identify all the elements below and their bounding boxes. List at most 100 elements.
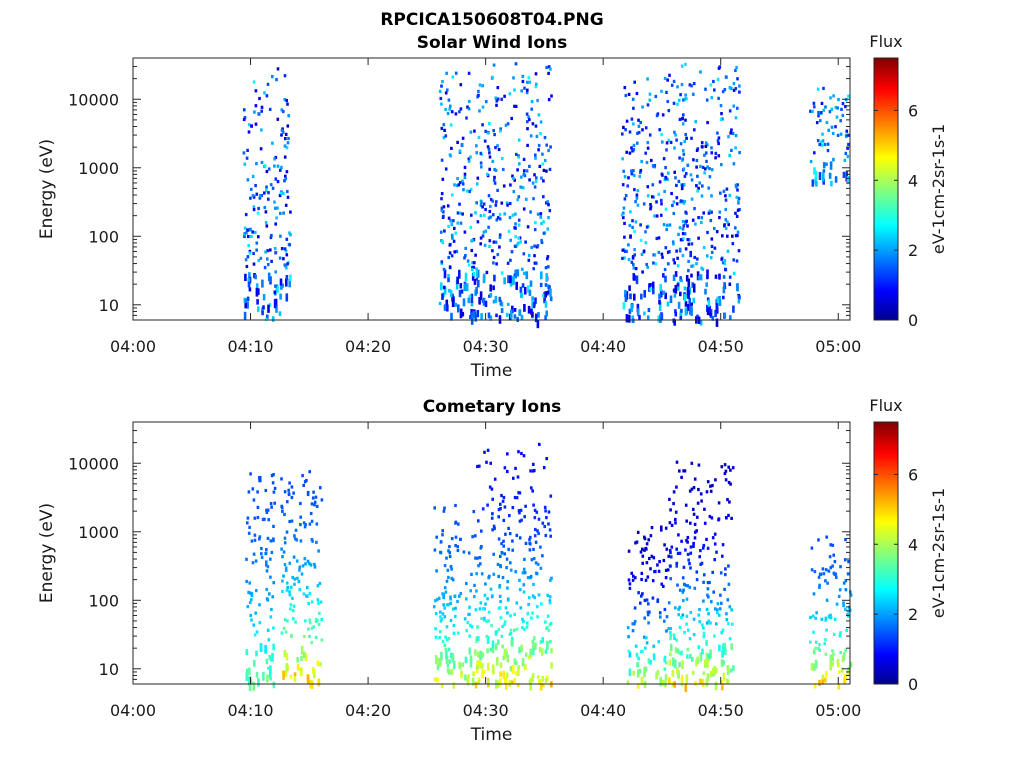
data-cell xyxy=(682,565,686,569)
data-cell xyxy=(527,602,530,607)
data-cell xyxy=(684,210,687,214)
data-cell xyxy=(703,573,706,577)
data-cell xyxy=(660,202,663,206)
data-cell xyxy=(463,283,467,291)
data-cell xyxy=(674,311,678,317)
data-cell xyxy=(474,608,478,612)
data-cell xyxy=(489,293,493,298)
data-cell xyxy=(830,180,833,187)
data-cell xyxy=(505,672,509,678)
data-cell xyxy=(667,601,671,605)
data-cell xyxy=(525,169,529,173)
data-cell xyxy=(539,212,543,216)
data-cell xyxy=(724,478,728,482)
data-cell xyxy=(725,516,728,520)
data-cell xyxy=(829,161,833,170)
data-cell xyxy=(684,307,688,316)
data-cell xyxy=(666,301,670,307)
data-cell xyxy=(829,615,832,619)
data-cell xyxy=(276,206,279,210)
data-cell xyxy=(258,196,262,200)
data-cell xyxy=(550,94,553,98)
data-cell xyxy=(728,109,732,113)
data-cell xyxy=(738,207,741,212)
data-cell xyxy=(444,590,448,594)
data-cell xyxy=(690,487,694,491)
data-cell xyxy=(660,133,663,137)
data-cell xyxy=(663,76,667,81)
data-cell xyxy=(719,571,723,575)
data-cell xyxy=(442,135,446,140)
data-cell xyxy=(527,76,531,80)
data-cell xyxy=(643,669,646,678)
data-cell xyxy=(255,630,259,634)
data-cell xyxy=(488,167,491,171)
data-cell xyxy=(446,204,450,208)
data-cell xyxy=(714,274,718,279)
data-cell xyxy=(491,647,495,654)
data-cell xyxy=(663,543,666,547)
data-cell xyxy=(487,680,490,685)
data-cell xyxy=(481,205,484,209)
data-cell xyxy=(672,79,676,83)
data-cell xyxy=(447,255,450,260)
data-cell xyxy=(251,561,255,565)
data-cell xyxy=(658,128,661,132)
data-cell xyxy=(707,186,710,190)
data-cell xyxy=(451,293,454,302)
data-cell xyxy=(710,210,713,214)
data-cell xyxy=(254,611,257,615)
data-cell xyxy=(285,275,289,280)
data-cell xyxy=(456,276,459,284)
data-cell xyxy=(673,659,677,669)
data-cell xyxy=(645,641,649,645)
data-cell xyxy=(637,591,640,595)
data-cell xyxy=(663,607,667,612)
data-cell xyxy=(537,312,540,318)
data-cell xyxy=(541,637,544,643)
data-cell xyxy=(525,91,529,95)
data-cell xyxy=(303,525,307,529)
data-cell xyxy=(634,200,637,204)
data-cell xyxy=(243,108,246,112)
data-cell xyxy=(719,607,722,611)
data-cell xyxy=(728,193,732,197)
data-cell xyxy=(723,463,727,467)
data-cell xyxy=(512,190,516,194)
data-cell xyxy=(507,229,511,233)
data-cell xyxy=(503,277,506,285)
data-cell xyxy=(474,253,477,257)
data-cell xyxy=(272,524,275,528)
data-cell xyxy=(705,282,708,287)
data-cell xyxy=(645,636,648,640)
data-cell xyxy=(545,143,548,147)
data-cell xyxy=(292,555,296,559)
data-cell xyxy=(489,204,492,209)
data-cell xyxy=(704,141,708,145)
data-cell xyxy=(440,651,443,661)
data-cell xyxy=(632,318,635,323)
data-cell xyxy=(479,655,482,661)
data-cell xyxy=(642,249,646,253)
data-cell xyxy=(283,179,286,183)
data-cell xyxy=(245,264,249,269)
data-cell xyxy=(441,639,445,644)
data-cell xyxy=(623,86,627,90)
data-cell xyxy=(245,672,249,681)
data-cell xyxy=(683,631,686,635)
data-cell xyxy=(699,549,702,553)
data-cell xyxy=(685,97,688,101)
data-cell xyxy=(679,313,683,321)
data-cell xyxy=(306,586,309,590)
data-cell xyxy=(627,243,630,247)
data-cell xyxy=(448,107,451,111)
data-cell xyxy=(506,122,510,126)
data-cell xyxy=(320,638,324,642)
data-cell xyxy=(452,239,456,243)
data-cell xyxy=(826,149,830,153)
data-cell xyxy=(683,200,687,204)
data-cell xyxy=(706,546,710,550)
data-cell xyxy=(300,645,304,655)
data-cell xyxy=(657,236,661,240)
data-cell xyxy=(524,664,527,671)
